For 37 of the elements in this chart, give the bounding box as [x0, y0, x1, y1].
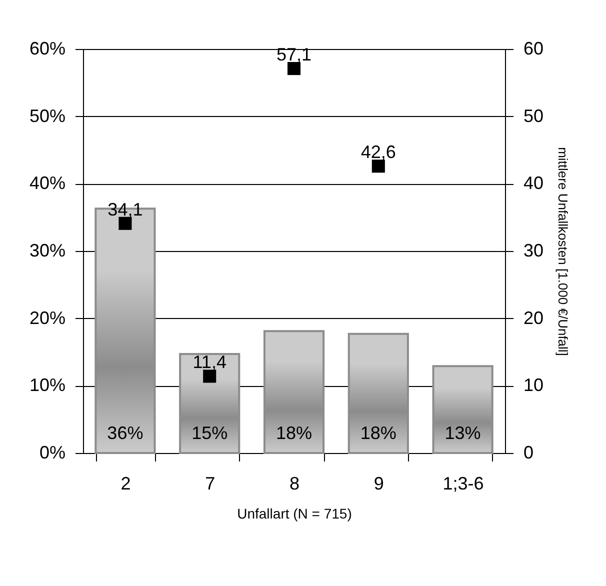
- y-tick-label: 20%: [29, 308, 66, 328]
- data-label: 18%: [360, 423, 396, 443]
- x-tick-label: 1;3-6: [442, 474, 484, 494]
- x-tick-label: 9: [374, 474, 384, 494]
- x-axis-title: Unfallart (N = 715): [237, 506, 352, 522]
- y2-axis-title: mittlere Unfallkosten [1.000 €/Unfall]: [556, 147, 571, 356]
- bar: [179, 353, 240, 454]
- x-tick-label: 2: [120, 474, 131, 494]
- data-label: 11,4: [192, 352, 226, 372]
- y2-tick-label: 10: [524, 375, 544, 396]
- data-label: 34,1: [108, 199, 143, 220]
- point: [287, 62, 301, 76]
- y2-tick-label: 30: [524, 240, 544, 260]
- bar: [348, 332, 409, 454]
- bar: [263, 330, 325, 454]
- y-tick-label: 50%: [29, 106, 66, 126]
- bar: [432, 365, 494, 454]
- point: [372, 160, 385, 173]
- y-tick-label: 60%: [29, 38, 66, 58]
- x-tick-label: 8: [289, 474, 300, 494]
- y-tick-label: 30%: [29, 240, 66, 260]
- y-tick-label: 10%: [29, 375, 66, 396]
- data-label: 18%: [276, 423, 312, 443]
- y2-tick-label: 40: [524, 173, 544, 194]
- x-tick-label: 7: [205, 474, 216, 494]
- data-label: 42,6: [360, 142, 396, 162]
- data-label: 13%: [444, 423, 481, 443]
- y2-tick-label: 0: [524, 442, 534, 462]
- y-tick-label: 0%: [39, 442, 66, 462]
- y2-tick-label: 60: [524, 38, 544, 58]
- y2-tick-label: 20: [524, 308, 544, 328]
- point: [203, 370, 216, 383]
- point: [118, 216, 132, 230]
- y2-tick-label: 50: [524, 106, 544, 126]
- y-tick-label: 40%: [29, 173, 66, 194]
- data-label: 15%: [192, 423, 228, 443]
- data-label: 36%: [107, 423, 144, 443]
